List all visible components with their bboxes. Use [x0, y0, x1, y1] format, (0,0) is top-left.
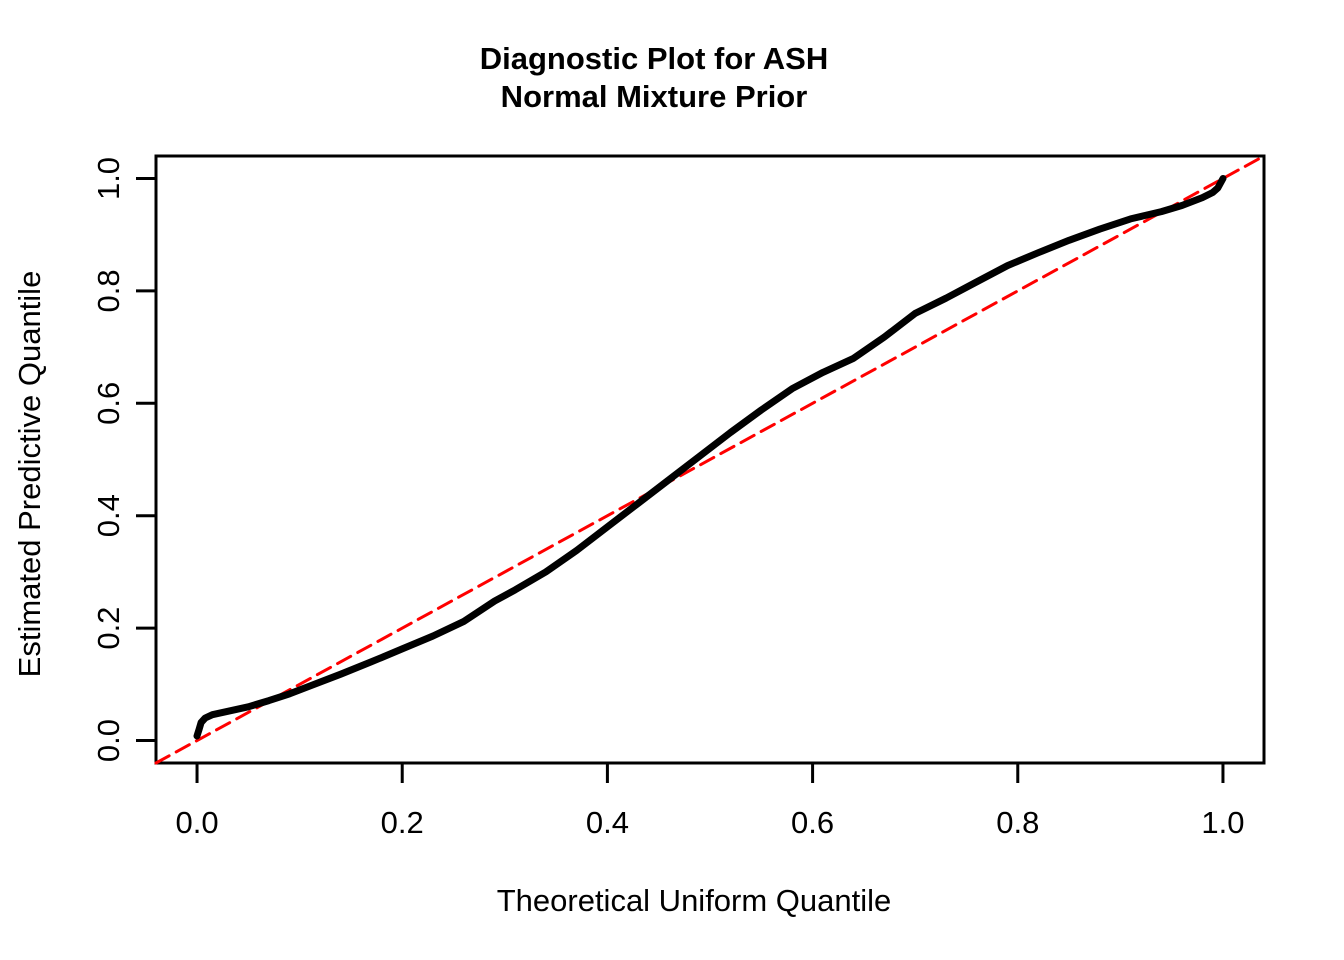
- x-tick-label: 0.0: [175, 805, 218, 840]
- y-tick-label: 1.0: [91, 157, 126, 200]
- y-tick-label: 0.8: [91, 269, 126, 312]
- x-tick-label: 0.2: [381, 805, 424, 840]
- plot-title: Diagnostic Plot for ASH Normal Mixture P…: [480, 40, 828, 116]
- plot-title-line1: Diagnostic Plot for ASH: [479, 41, 829, 76]
- x-tick-label: 0.8: [996, 805, 1039, 840]
- identity-reference-line: [154, 154, 1266, 765]
- x-tick-label: 1.0: [1201, 805, 1244, 840]
- estimated-predictive-quantile-curve: [193, 175, 1227, 740]
- x-axis-label: Theoretical Uniform Quantile: [496, 883, 892, 918]
- y-tick-label: 0.6: [91, 382, 126, 425]
- y-tick-label: 0.4: [91, 494, 126, 537]
- plot-title-line2: Normal Mixture Prior: [500, 79, 808, 114]
- y-tick-label: 0.0: [91, 719, 126, 762]
- x-tick-label: 0.6: [791, 805, 834, 840]
- y-axis-label: Estimated Predictive Quantile: [12, 270, 47, 678]
- plot-box: [154, 154, 1266, 765]
- y-tick-label: 0.2: [91, 607, 126, 650]
- x-tick-label: 0.4: [586, 805, 629, 840]
